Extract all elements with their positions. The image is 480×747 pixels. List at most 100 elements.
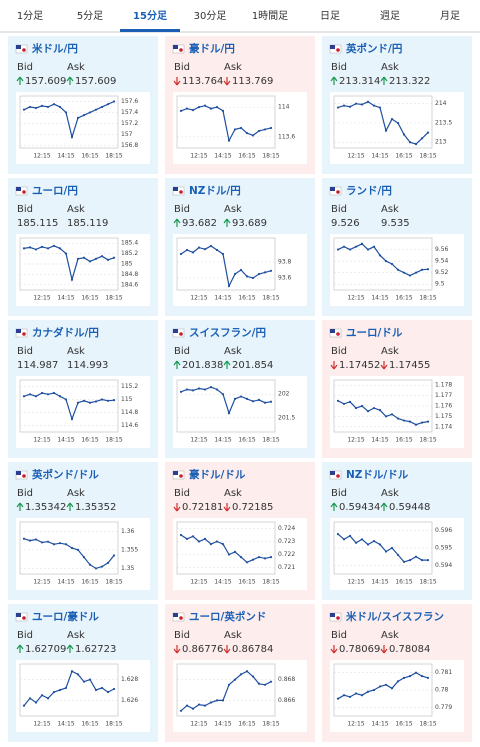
tab[interactable]: 1分足: [17, 10, 43, 22]
price-point: [40, 245, 44, 248]
y-tick-label: 114.8: [121, 409, 138, 416]
x-tick-label: 14:15: [214, 579, 231, 586]
plot-frame: [176, 663, 276, 717]
pair-title[interactable]: カナダドル/円: [32, 326, 99, 339]
flag-icon-dot: [22, 474, 26, 478]
pair-title[interactable]: ユーロ/英ポンド: [189, 610, 266, 623]
pair-title[interactable]: 豪ドル/円: [189, 42, 235, 55]
pair-title[interactable]: 米ドル/円: [31, 42, 78, 55]
x-tick-label: 18:15: [262, 721, 279, 728]
tab[interactable]: 日足: [320, 10, 340, 22]
price-point: [22, 395, 26, 398]
tab[interactable]: 月足: [440, 10, 460, 22]
price-point: [88, 111, 92, 114]
price-point: [106, 690, 110, 694]
x-tick-label: 14:15: [371, 579, 388, 586]
price-line: [180, 245, 272, 288]
price-point: [408, 559, 412, 562]
price-point: [354, 406, 358, 410]
price-point: [64, 398, 68, 401]
price-point: [52, 690, 56, 694]
price-point: [34, 248, 38, 251]
plot-frame: [19, 379, 119, 433]
x-tick-label: 16:15: [395, 721, 412, 728]
flag-icon-mark: [16, 187, 21, 191]
bid-label: Bid: [17, 488, 33, 499]
bid-label: Bid: [17, 630, 33, 641]
plot-frame: [176, 521, 276, 575]
price-point: [233, 550, 237, 554]
price-point: [22, 537, 26, 540]
price-point: [22, 247, 26, 250]
price-point: [269, 269, 273, 272]
price-point: [112, 100, 116, 103]
y-tick-label: 0.866: [278, 697, 295, 704]
price-point: [245, 561, 249, 564]
y-tick-label: 9.5: [435, 281, 445, 288]
tab[interactable]: 15分足: [133, 9, 168, 22]
ask-value: 0.86784: [232, 644, 273, 655]
price-point: [112, 256, 116, 259]
plot-frame: [333, 95, 433, 149]
x-tick-label: 14:15: [57, 295, 74, 302]
price-point: [336, 697, 340, 700]
direction-arrow: [66, 76, 74, 85]
flag-icon-mark: [16, 45, 21, 49]
price-point: [94, 257, 98, 260]
price-point: [402, 560, 406, 563]
y-tick-label: 213.5: [435, 119, 452, 126]
tab-bar: [0, 0, 480, 32]
price-point: [197, 703, 201, 706]
pair-title[interactable]: 豪ドル/ドル: [189, 468, 246, 481]
pair-title[interactable]: 英ポンド/ドル: [31, 468, 99, 481]
pair-title[interactable]: 英ポンド/円: [345, 42, 402, 55]
tab[interactable]: 30分足: [194, 10, 227, 22]
ask-label: Ask: [224, 62, 242, 73]
bid-value: 213.314: [339, 76, 380, 87]
pair-title[interactable]: ユーロ/円: [32, 185, 78, 197]
price-point: [336, 399, 340, 402]
pair-title[interactable]: スイスフラン/円: [189, 327, 266, 339]
y-tick-label: 9.56: [435, 246, 449, 253]
pair-title[interactable]: NZドル/ドル: [346, 469, 409, 481]
price-point: [209, 244, 213, 248]
flag-icon-dot: [179, 48, 183, 52]
price-point: [203, 388, 207, 391]
price-point: [245, 132, 249, 135]
bid-value: 0.72181: [182, 502, 223, 513]
pair-title[interactable]: ユーロ/ドル: [346, 327, 403, 339]
flag-icon-dot: [336, 474, 340, 478]
y-tick-label: 0.594: [435, 562, 452, 569]
x-tick-label: 16:15: [81, 153, 98, 160]
y-tick-label: 1.174: [435, 423, 452, 430]
y-tick-label: 1.176: [435, 403, 452, 410]
tab[interactable]: 1時間足: [252, 10, 288, 22]
price-line: [23, 670, 115, 706]
price-point: [88, 678, 92, 681]
y-tick-label: 1.177: [435, 392, 452, 399]
direction-arrow: [223, 645, 231, 654]
x-tick-label: 14:15: [214, 295, 231, 302]
x-tick-label: 18:15: [105, 153, 122, 160]
price-point: [179, 390, 183, 393]
pair-title[interactable]: ランド/円: [346, 185, 392, 197]
pair-title[interactable]: ユーロ/豪ドル: [32, 610, 99, 623]
tab[interactable]: 5分足: [77, 10, 103, 22]
price-point: [22, 704, 26, 707]
pair-title[interactable]: 米ドル/スイスフラン: [345, 610, 444, 623]
x-tick-label: 18:15: [105, 579, 122, 586]
price-point: [52, 391, 56, 395]
direction-arrow: [173, 360, 181, 369]
ask-value: 0.72185: [232, 502, 273, 513]
pair-title[interactable]: NZドル/円: [189, 185, 241, 197]
price-point: [396, 680, 400, 683]
price-point: [64, 111, 68, 114]
price-point: [263, 557, 267, 560]
ask-value: 113.769: [232, 76, 273, 87]
y-tick-label: 0.868: [278, 676, 295, 683]
y-tick-label: 1.355: [121, 546, 138, 553]
x-tick-label: 14:15: [214, 153, 231, 160]
price-point: [76, 401, 80, 404]
tab[interactable]: 週足: [380, 10, 400, 22]
x-tick-label: 14:15: [371, 295, 388, 302]
